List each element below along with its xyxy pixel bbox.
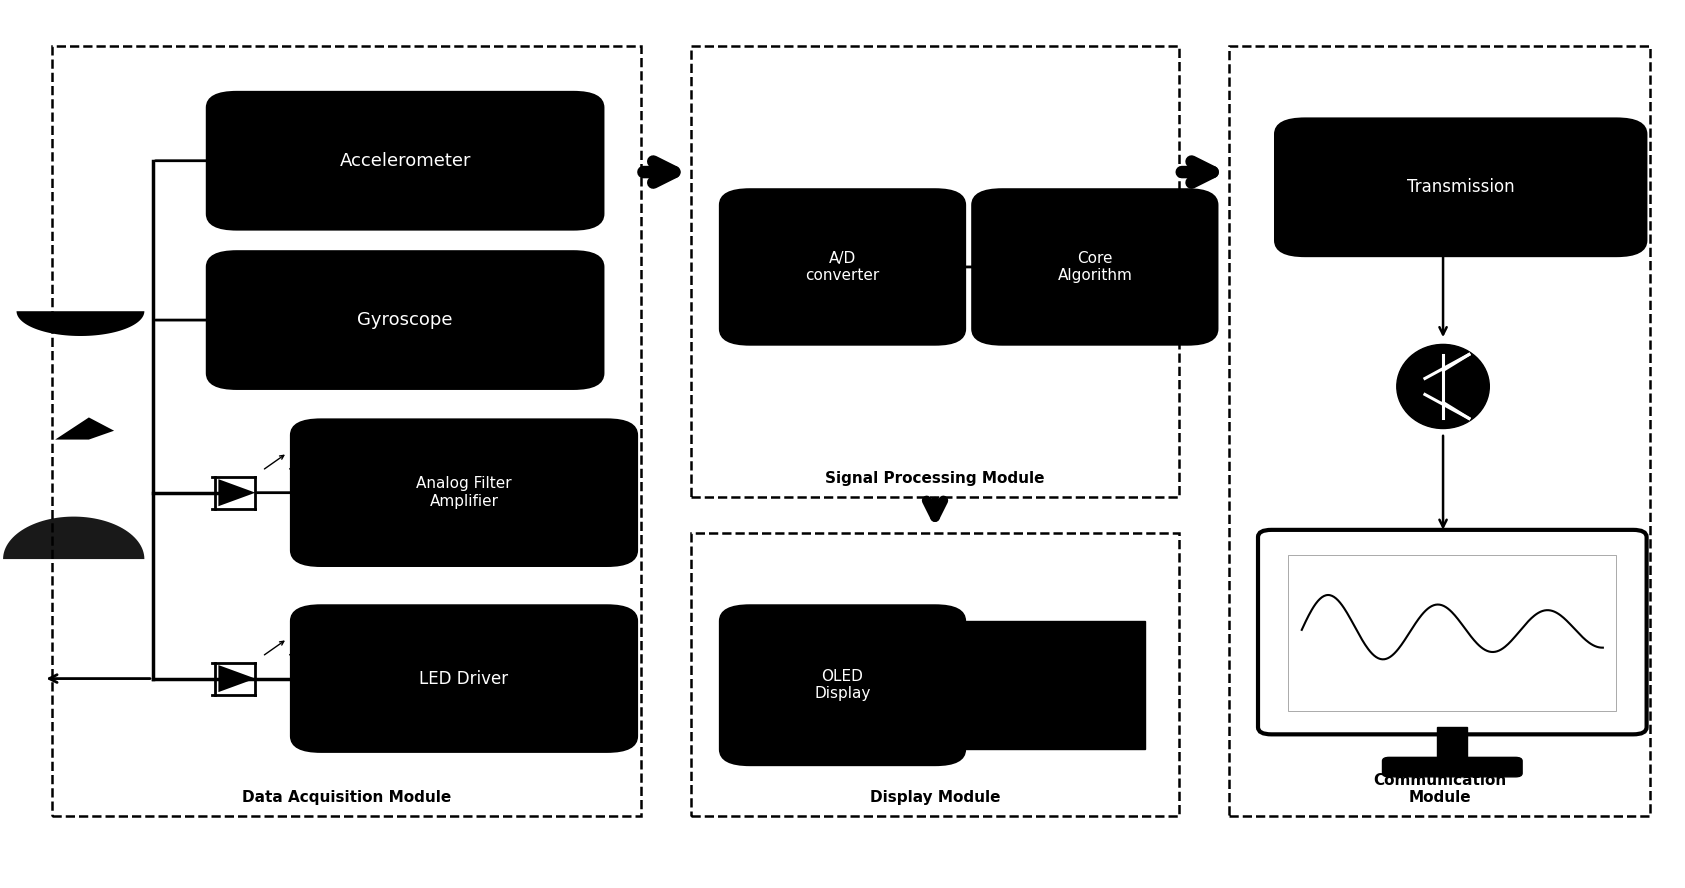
Text: Accelerometer: Accelerometer	[339, 152, 470, 170]
Ellipse shape	[1397, 345, 1490, 429]
Polygon shape	[219, 665, 256, 692]
FancyBboxPatch shape	[719, 605, 966, 765]
Text: Communication
Module: Communication Module	[1373, 773, 1506, 805]
FancyBboxPatch shape	[292, 419, 637, 567]
Text: Core
Algorithm: Core Algorithm	[1058, 250, 1132, 283]
Bar	[691, 533, 1180, 816]
FancyBboxPatch shape	[1382, 757, 1522, 777]
Text: LED Driver: LED Driver	[420, 670, 509, 687]
Polygon shape	[3, 517, 145, 559]
Text: Signal Processing Module: Signal Processing Module	[826, 472, 1045, 487]
Bar	[1230, 45, 1650, 816]
FancyBboxPatch shape	[207, 251, 603, 389]
Text: Gyroscope: Gyroscope	[357, 311, 453, 329]
FancyBboxPatch shape	[1259, 530, 1646, 734]
Polygon shape	[17, 311, 145, 336]
Text: Analog Filter
Amplifier: Analog Filter Amplifier	[416, 477, 512, 509]
Bar	[52, 45, 640, 816]
FancyBboxPatch shape	[1276, 118, 1646, 257]
Text: OLED
Display: OLED Display	[814, 669, 871, 702]
Bar	[1289, 555, 1616, 711]
Text: A/D
converter: A/D converter	[805, 250, 880, 283]
Bar	[1437, 727, 1468, 761]
FancyBboxPatch shape	[207, 91, 603, 230]
FancyBboxPatch shape	[972, 189, 1218, 345]
Bar	[952, 621, 1146, 749]
Polygon shape	[56, 417, 115, 440]
Text: Transmission: Transmission	[1407, 178, 1515, 196]
Text: Display Module: Display Module	[869, 790, 1001, 805]
Bar	[691, 45, 1180, 497]
Polygon shape	[219, 480, 256, 506]
FancyBboxPatch shape	[292, 605, 637, 752]
FancyBboxPatch shape	[719, 189, 966, 345]
Text: Data Acquisition Module: Data Acquisition Module	[241, 790, 452, 805]
